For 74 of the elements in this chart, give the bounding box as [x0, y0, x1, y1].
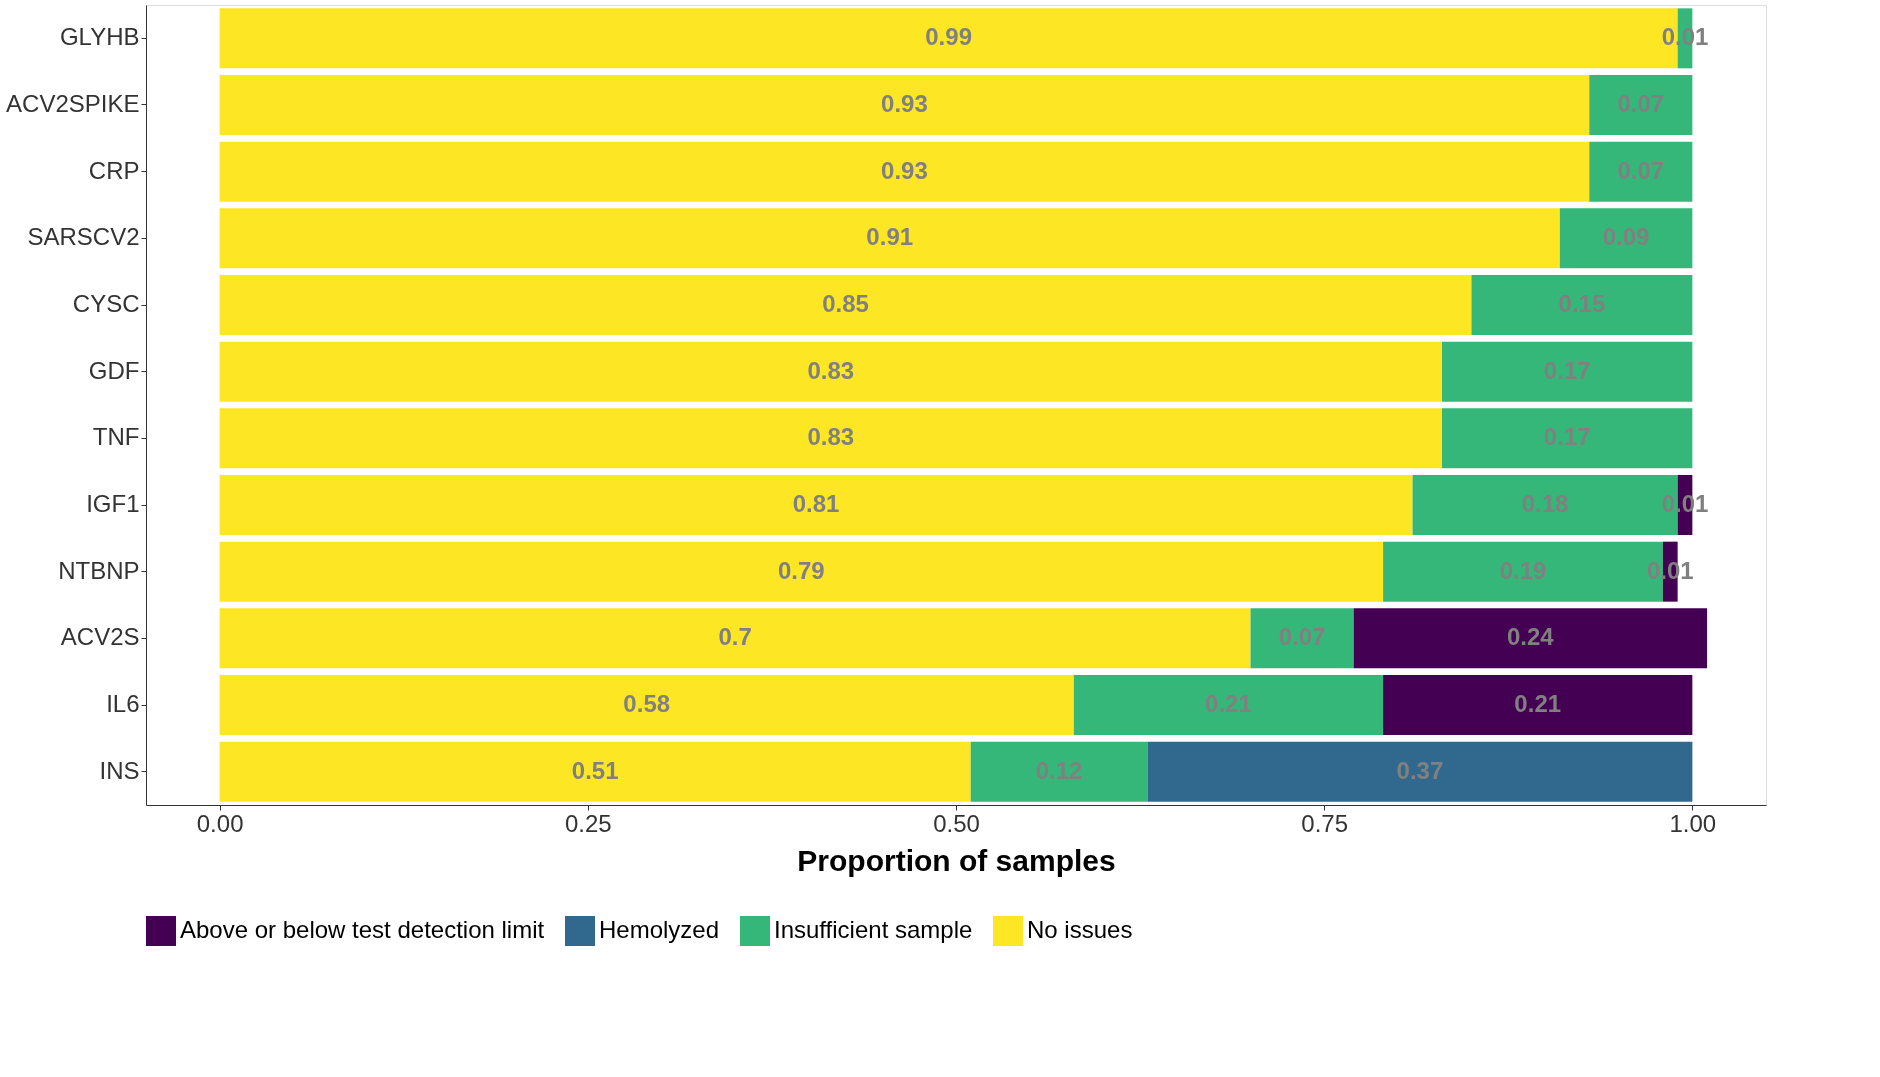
data-label: 0.07 [1617, 156, 1665, 184]
y-tick-label: CRP [88, 156, 140, 184]
bar [1589, 75, 1693, 135]
data-label: 0.19 [1499, 556, 1547, 584]
data-label: 0.83 [807, 356, 855, 384]
bar [219, 208, 1560, 269]
bar [219, 608, 1251, 669]
x-tick-label: 0.00 [196, 809, 244, 837]
data-label: 0.17 [1543, 356, 1591, 384]
bar [1147, 741, 1693, 802]
x-axis-title: Proportion of samples [797, 843, 1116, 877]
bar [1442, 341, 1693, 402]
y-tick-label: NTBNP [58, 556, 140, 584]
y-tick-label: CYSC [72, 290, 140, 317]
data-label: 0.07 [1278, 623, 1326, 651]
legend-label: Insufficient sample [774, 916, 973, 943]
bar [219, 675, 1074, 735]
data-label: 0.01 [1661, 23, 1709, 51]
data-label: 0.18 [1521, 490, 1569, 517]
data-label: 0.24 [1507, 623, 1555, 651]
y-tick-label: GLYHB [59, 23, 140, 51]
bar [219, 408, 1442, 469]
bar [1589, 141, 1693, 202]
data-label: 0.21 [1205, 690, 1252, 717]
bar [219, 741, 971, 802]
data-label: 0.21 [1514, 690, 1562, 717]
bar [219, 341, 1442, 402]
data-label: 0.15 [1558, 290, 1606, 317]
data-label: 0.79 [778, 556, 825, 584]
y-tick-label: ACV2S [60, 623, 140, 651]
y-tick-label: IL6 [106, 690, 140, 717]
bar [1383, 675, 1693, 735]
x-tick-label: 0.50 [933, 809, 980, 837]
bar [1250, 608, 1354, 669]
y-tick-label: INS [99, 756, 140, 784]
data-label: 0.81 [792, 490, 840, 517]
bar [219, 75, 1590, 135]
bar [970, 741, 1148, 802]
data-label: 0.37 [1396, 756, 1444, 784]
y-tick-label: TNF [92, 423, 140, 451]
y-tick-label: IGF1 [86, 490, 140, 517]
y-tick-label: SARSCV2 [27, 223, 140, 251]
data-label: 0.93 [881, 90, 928, 117]
bar [219, 475, 1413, 535]
legend-label: Above or below test detection limit [180, 916, 545, 943]
data-label: 0.85 [822, 290, 869, 317]
bar [1442, 408, 1693, 469]
data-label: 0.12 [1035, 756, 1083, 784]
data-label: 0.17 [1543, 423, 1591, 451]
legend-label: No issues [1027, 916, 1133, 943]
data-label: 0.7 [718, 623, 752, 651]
bar [219, 541, 1384, 602]
bar [1559, 208, 1693, 269]
bar [219, 275, 1472, 335]
bar [1073, 675, 1384, 735]
bar [1353, 608, 1708, 669]
data-label: 0.58 [623, 690, 671, 717]
data-label: 0.99 [925, 23, 972, 51]
x-tick-label: 0.75 [1301, 809, 1349, 837]
x-tick-label: 1.00 [1669, 809, 1717, 837]
data-label: 0.01 [1646, 556, 1694, 584]
data-label: 0.01 [1661, 490, 1709, 517]
x-tick-label: 0.25 [564, 809, 612, 837]
data-label: 0.51 [571, 756, 619, 784]
bar [1471, 275, 1693, 335]
data-label: 0.93 [881, 156, 928, 184]
data-label: 0.83 [807, 423, 855, 451]
data-label: 0.91 [866, 223, 914, 251]
data-label: 0.09 [1602, 223, 1650, 251]
legend-label: Hemolyzed [599, 916, 720, 943]
bar [219, 141, 1590, 202]
data-label: 0.07 [1617, 90, 1665, 117]
y-tick-label: GDF [88, 356, 140, 384]
y-tick-label: ACV2SPIKE [6, 90, 140, 117]
